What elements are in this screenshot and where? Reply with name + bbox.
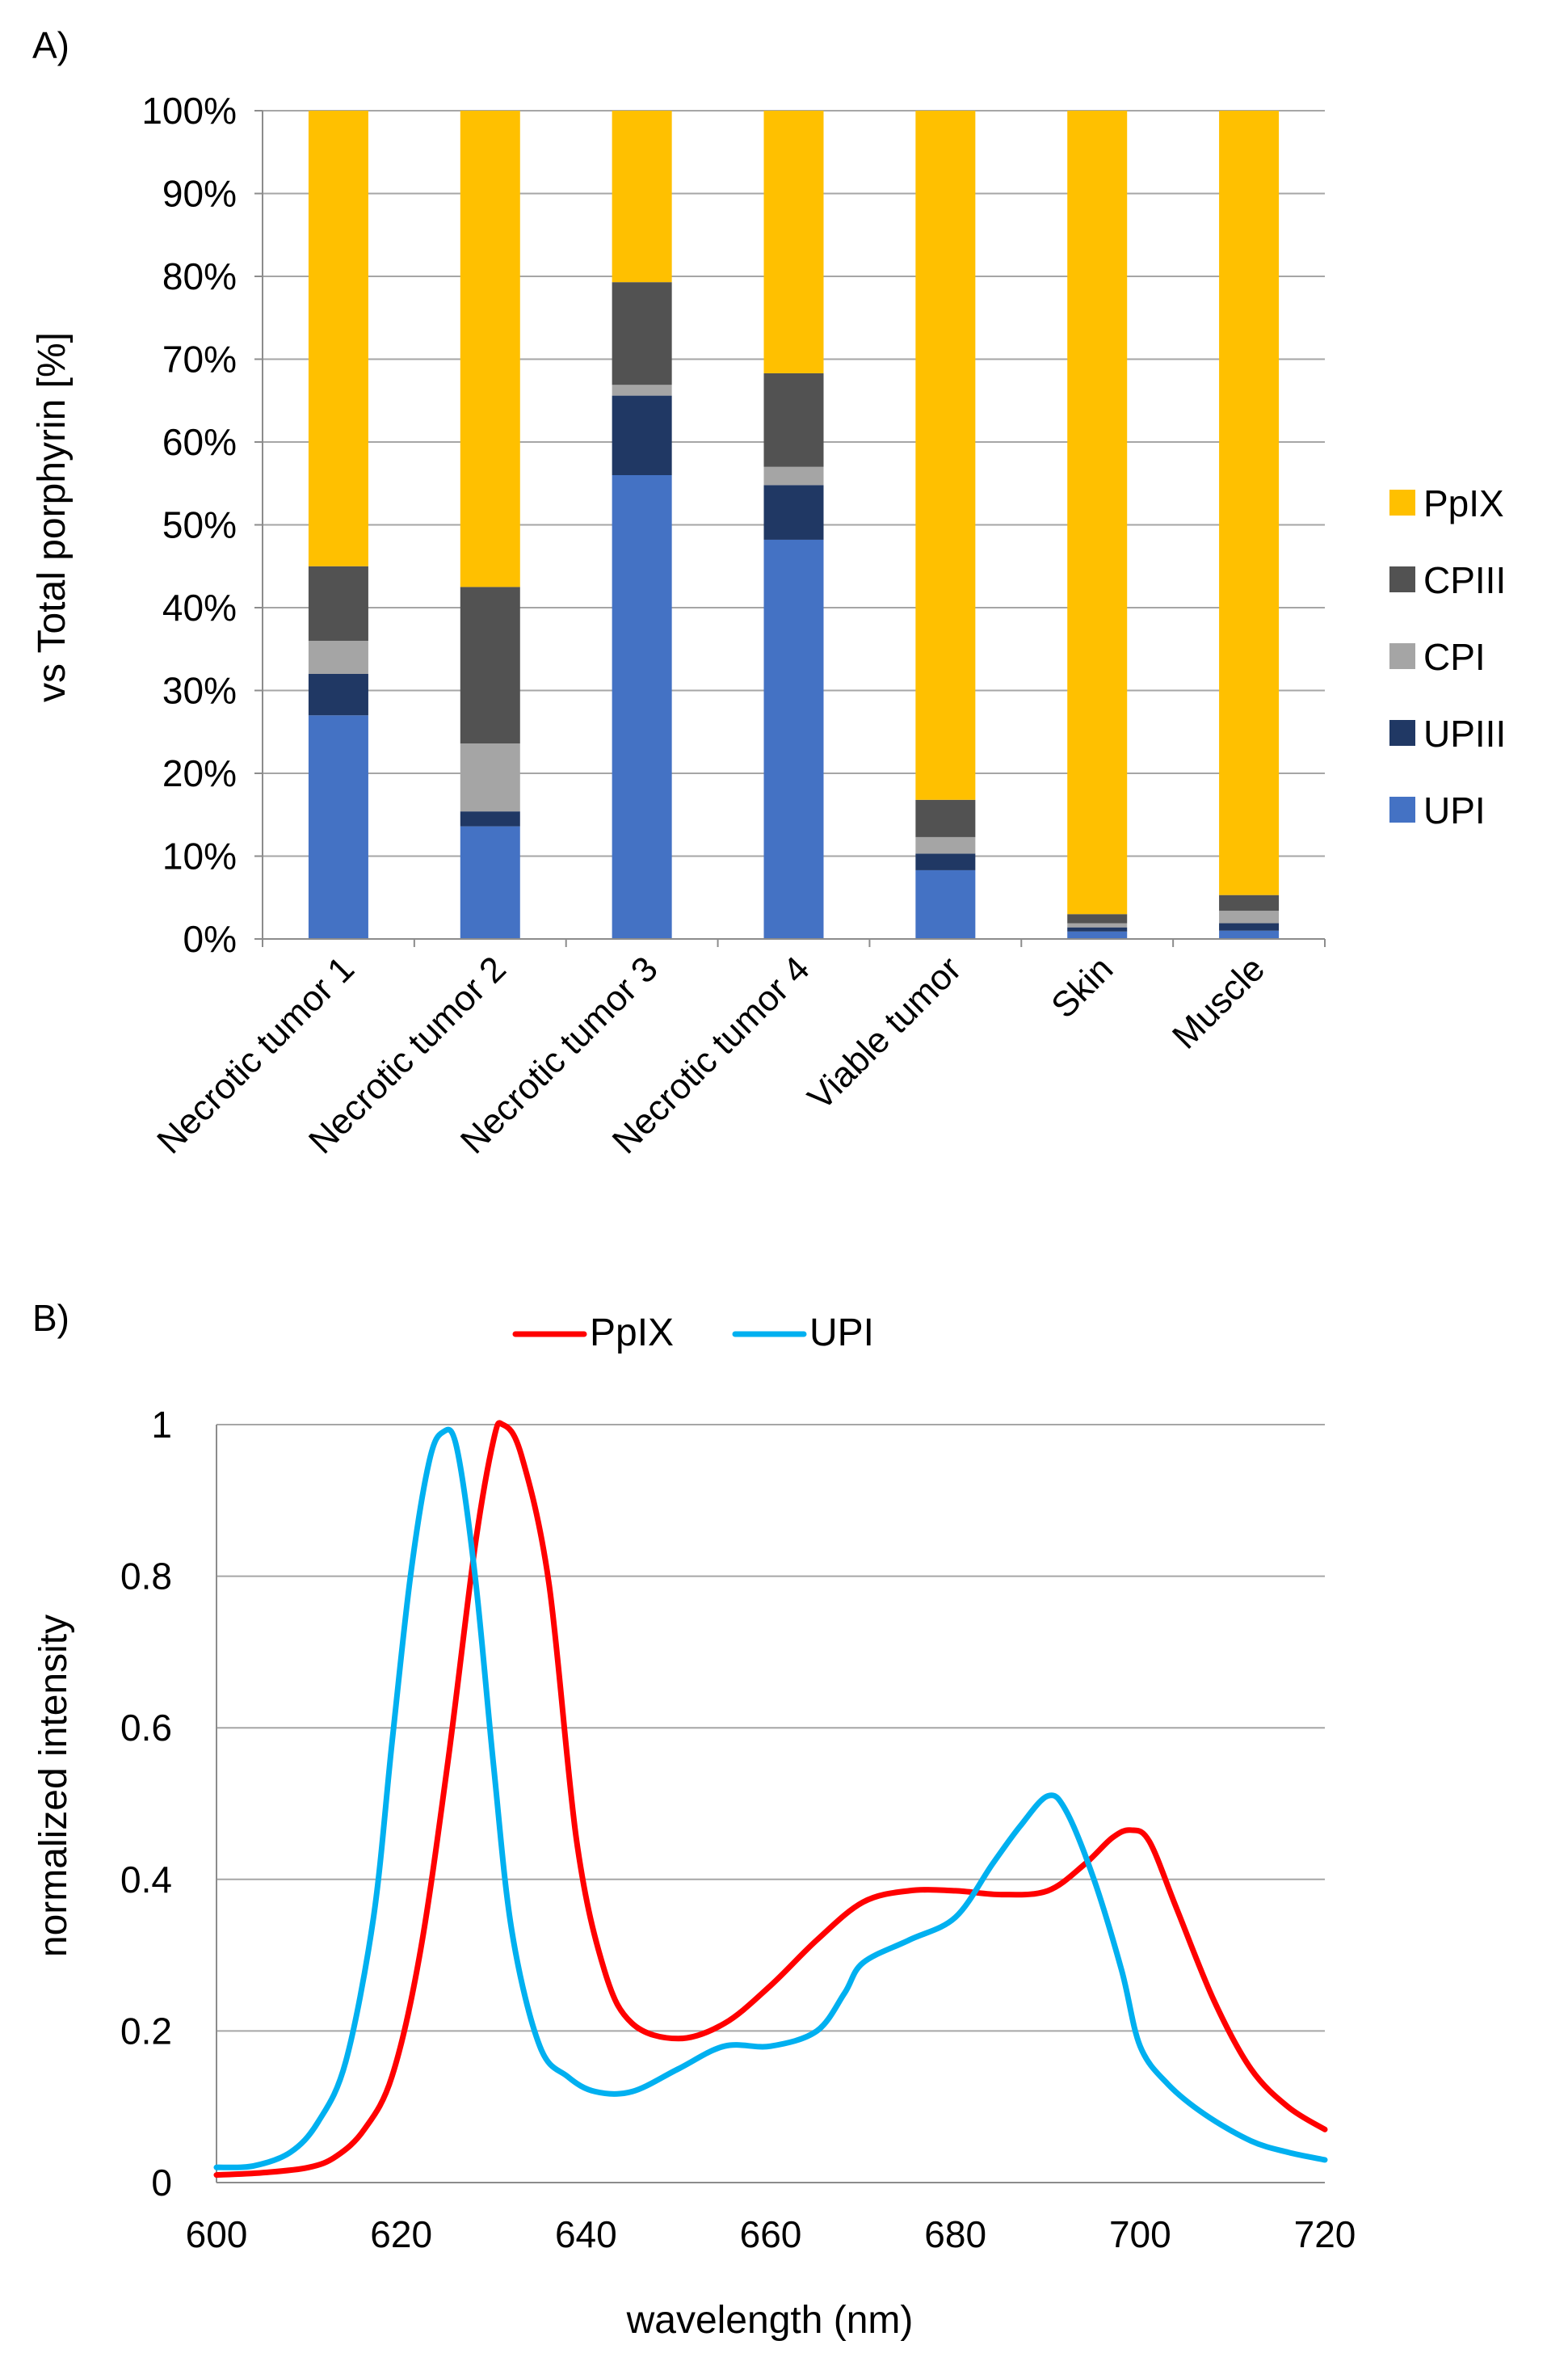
y-tick-label: 60%: [162, 421, 237, 463]
panel-b-y-ticks: 0 0.2 0.4 0.6 0.8 1: [120, 1404, 172, 2204]
bar-cpiii: [460, 587, 520, 744]
panel-b-gridlines: [216, 1424, 1325, 2032]
y-tick-label: 30%: [162, 670, 237, 712]
legend-swatch: [1389, 643, 1415, 669]
panel-b-axes: [216, 1425, 1325, 2183]
bar-cpi: [308, 641, 368, 674]
bar-ppix: [308, 111, 368, 566]
bar-cpi: [915, 836, 976, 854]
bar-cpi: [460, 743, 520, 812]
panel-a-label: A): [32, 24, 69, 66]
bar-upi: [308, 715, 368, 939]
bar-upi: [1067, 931, 1128, 939]
x-tick-label: 620: [370, 2213, 432, 2255]
panel-b-legend: PpIX UPI: [512, 1311, 874, 1354]
y-tick-label: 0.6: [120, 1707, 172, 1749]
bar-ppix: [612, 111, 672, 283]
legend-label: PpIX: [590, 1311, 674, 1354]
panel-b-x-ticks: 600 620 640 660 680 700 720: [186, 2213, 1356, 2255]
panel-a-y-ticks: 0% 10% 20% 30% 40% 50% 60% 70% 80% 90% 100%: [141, 90, 263, 960]
y-tick-label: 0%: [183, 918, 237, 960]
panel-b-lines: [213, 1420, 1328, 2179]
bar-upiii: [1219, 923, 1280, 931]
legend-label: CPI: [1423, 636, 1486, 678]
bar-upiii: [308, 674, 368, 716]
legend-label: CPIII: [1423, 559, 1506, 601]
y-tick-label: 90%: [162, 173, 237, 215]
bar-cpiii: [612, 282, 672, 385]
bar-ppix: [1219, 111, 1280, 895]
x-tick-label: 640: [555, 2213, 617, 2255]
legend-swatch: [1389, 490, 1415, 516]
bar-upi: [915, 869, 976, 939]
y-tick-label: 80%: [162, 255, 237, 297]
panel-a-legend: PpIX CPIII CPI UPIII UPI: [1389, 482, 1506, 831]
legend-swatch: [1389, 566, 1415, 592]
series-line-ppix: [213, 1420, 1328, 2179]
bar-upi: [763, 539, 824, 939]
y-tick-label: 20%: [162, 752, 237, 794]
bar-ppix: [915, 111, 976, 800]
y-tick-label: 0.4: [120, 1859, 172, 1901]
bar-upiii: [915, 853, 976, 870]
bar-cpiii: [308, 566, 368, 641]
bar-cpiii: [1067, 914, 1128, 924]
bar-cpiii: [1219, 895, 1280, 911]
legend-label: UPI: [809, 1311, 874, 1354]
x-tick-label: 720: [1294, 2213, 1356, 2255]
bar-cpi: [1219, 911, 1280, 924]
bar-upi: [612, 475, 672, 939]
x-tick-label: Muscle: [1165, 949, 1272, 1056]
x-tick-label: Skin: [1044, 949, 1120, 1025]
bar-cpi: [612, 385, 672, 396]
legend-label: UPI: [1423, 789, 1486, 831]
panel-b-label: B): [32, 1297, 69, 1339]
y-tick-label: 1: [151, 1404, 172, 1446]
bar-upiii: [1067, 927, 1128, 932]
y-tick-label: 0.2: [120, 2010, 172, 2052]
y-tick-label: 50%: [162, 504, 237, 546]
x-tick-label: Viable tumor: [801, 949, 969, 1118]
y-tick-label: 40%: [162, 587, 237, 629]
panel-a-bars: [308, 111, 1280, 939]
legend-label: UPIII: [1423, 713, 1506, 755]
bar-ppix: [1067, 111, 1128, 915]
legend-swatch: [1389, 797, 1415, 823]
panel-b-y-axis-title: normalized intensity: [32, 1615, 75, 1957]
series-line-upi: [213, 1426, 1328, 2170]
y-tick-label: 70%: [162, 339, 237, 381]
legend-label: PpIX: [1423, 482, 1504, 524]
panel-b-x-axis-title: wavelength (nm): [626, 2299, 914, 2342]
bar-cpiii: [915, 799, 976, 837]
y-tick-label: 10%: [162, 836, 237, 878]
y-tick-label: 0: [151, 2162, 172, 2204]
x-tick-label: 600: [186, 2213, 248, 2255]
bar-ppix: [460, 111, 520, 587]
bar-upi: [460, 826, 520, 939]
y-tick-label: 0.8: [120, 1556, 172, 1598]
bar-cpi: [763, 466, 824, 486]
bar-upi: [1219, 930, 1280, 939]
y-tick-label: 100%: [141, 90, 237, 132]
bar-cpiii: [763, 373, 824, 467]
bar-upiii: [612, 395, 672, 475]
x-tick-label: 680: [924, 2213, 986, 2255]
x-tick-label: 660: [740, 2213, 802, 2255]
bar-upiii: [763, 485, 824, 540]
panel-a-y-axis-title: vs Total porphyrin [%]: [31, 332, 74, 702]
bar-upiii: [460, 811, 520, 827]
bar-ppix: [763, 111, 824, 373]
x-tick-label: 700: [1109, 2213, 1171, 2255]
legend-swatch: [1389, 720, 1415, 746]
bar-cpi: [1067, 923, 1128, 928]
